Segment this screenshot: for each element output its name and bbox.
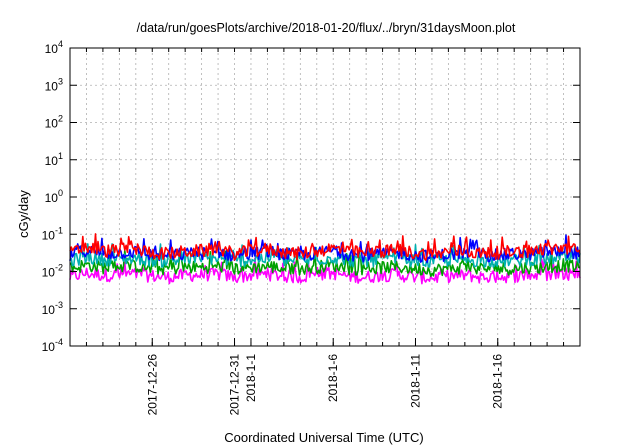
series-line [69,243,581,268]
x-tick-label: 2018-1-1 [244,354,258,402]
x-tick-labels: 2017-12-26 2017-12-31 2018-1-1 2018-1-6 2018… [145,354,504,416]
y-tick-label: 10-2 [42,263,63,280]
y-tick-label: 101 [45,151,63,168]
y-tick-label: 10-4 [42,337,63,354]
series-line [69,233,581,262]
y-tick-labels: 10-4 10-3 10-2 10-1 100 101 102 103 104 [42,39,63,354]
chart-title: /data/run/goesPlots/archive/2018-01-20/f… [137,21,516,35]
x-tick-label: 2018-1-16 [491,354,505,409]
x-tick-label: 2018-1-11 [408,354,422,408]
y-tick-label: 103 [45,76,63,93]
y-tick-label: 10-1 [42,225,63,242]
y-tick-label: 10-3 [42,300,63,317]
x-tick-label: 2017-12-26 [145,354,159,416]
grid-lines [70,48,580,346]
y-tick-label: 104 [45,39,63,56]
x-axis-label: Coordinated Universal Time (UTC) [224,430,423,445]
x-tick-label: 2018-1-6 [326,354,340,402]
y-tick-label: 102 [45,114,63,131]
x-tick-label: 2017-12-31 [228,354,242,416]
axis-ticks [70,47,580,347]
data-series [69,233,581,285]
series-line [69,257,581,285]
y-axis-label: cGy/day [16,190,31,238]
y-tick-label: 100 [45,188,63,205]
